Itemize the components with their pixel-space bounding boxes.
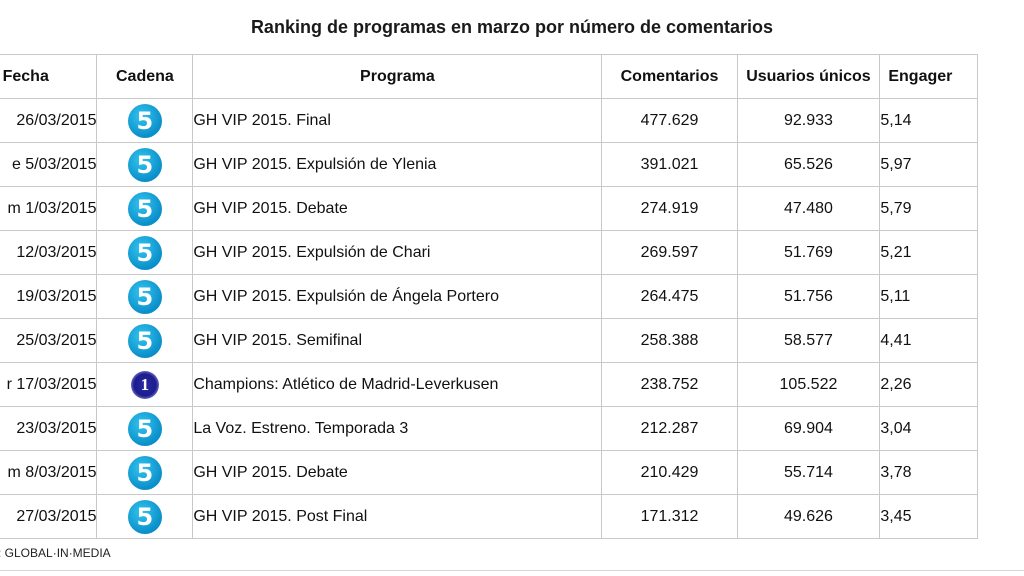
cell-usuarios-unicos: 58.577: [736, 318, 881, 363]
cell-usuarios-unicos: 49.626: [736, 494, 881, 539]
table-row: m 1/03/2015 5 GH VIP 2015. Debate 274.919 47…: [0, 186, 978, 231]
telecinco-logo-icon: 5: [127, 235, 162, 270]
cell-engagement: 3,78: [879, 450, 978, 495]
cell-fecha: 27/03/2015: [0, 494, 98, 539]
telecinco-logo-icon: 5: [127, 279, 162, 314]
cell-programa: GH VIP 2015. Debate: [192, 450, 603, 495]
telecinco-logo-icon: 5: [127, 103, 162, 138]
cell-engagement: 5,21: [879, 230, 978, 275]
cell-comentarios: 210.429: [601, 450, 738, 495]
cell-usuarios-unicos: 105.522: [736, 362, 881, 407]
header-engagement: Engager: [879, 54, 978, 99]
cell-fecha: 23/03/2015: [0, 406, 98, 451]
ranking-table: Fecha Cadena Programa Comentarios Usuari…: [0, 54, 978, 539]
cell-engagement: 2,26: [879, 362, 978, 407]
cell-cadena: 5: [96, 318, 194, 363]
cell-usuarios-unicos: 51.756: [736, 274, 881, 319]
table-header-row: Fecha Cadena Programa Comentarios Usuari…: [0, 54, 978, 99]
cell-usuarios-unicos: 65.526: [736, 142, 881, 187]
cell-engagement: 5,14: [879, 98, 978, 143]
cell-usuarios-unicos: 47.480: [736, 186, 881, 231]
cell-engagement: 4,41: [879, 318, 978, 363]
table-title: Ranking de programas en marzo por número…: [250, 17, 774, 37]
cell-fecha: m 8/03/2015: [0, 450, 98, 495]
cell-comentarios: 258.388: [601, 318, 738, 363]
source-note: : GLOBAL·IN·MEDIA: [0, 546, 111, 560]
cell-fecha: m 1/03/2015: [0, 186, 98, 231]
cell-comentarios: 391.021: [601, 142, 738, 187]
telecinco-logo-icon: 5: [127, 455, 162, 490]
cell-fecha: 19/03/2015: [0, 274, 98, 319]
header-cadena: Cadena: [96, 54, 194, 99]
cell-fecha: 12/03/2015: [0, 230, 98, 275]
la1-logo-icon: 1: [130, 370, 159, 399]
cell-fecha: 25/03/2015: [0, 318, 98, 363]
cell-comentarios: 264.475: [601, 274, 738, 319]
cell-comentarios: 171.312: [601, 494, 738, 539]
cell-engagement: 5,97: [879, 142, 978, 187]
header-comentarios: Comentarios: [601, 54, 738, 99]
cell-usuarios-unicos: 69.904: [736, 406, 881, 451]
cell-cadena: 5: [96, 406, 194, 451]
cell-cadena: 5: [96, 142, 194, 187]
cell-programa: GH VIP 2015. Post Final: [192, 494, 603, 539]
cell-cadena: 5: [96, 274, 194, 319]
table-row: e 5/03/2015 5 GH VIP 2015. Expulsión de Yl…: [0, 142, 978, 187]
header-usuarios-unicos: Usuarios únicos: [736, 54, 881, 99]
table-row: 12/03/2015 5 GH VIP 2015. Expulsión de Cha…: [0, 230, 978, 275]
cell-comentarios: 477.629: [601, 98, 738, 143]
cell-cadena: 1: [96, 362, 194, 407]
cell-programa: GH VIP 2015. Expulsión de Ángela Portero: [192, 274, 603, 319]
cell-engagement: 3,45: [879, 494, 978, 539]
cell-programa: GH VIP 2015. Debate: [192, 186, 603, 231]
cell-programa: Champions: Atlético de Madrid-Leverkusen: [192, 362, 603, 407]
cell-engagement: 3,04: [879, 406, 978, 451]
header-programa: Programa: [192, 54, 603, 99]
cell-fecha: e 5/03/2015: [0, 142, 98, 187]
cell-comentarios: 212.287: [601, 406, 738, 451]
cell-programa: GH VIP 2015. Final: [192, 98, 603, 143]
cell-comentarios: 274.919: [601, 186, 738, 231]
table-row: 19/03/2015 5 GH VIP 2015. Expulsión de Áng…: [0, 274, 978, 319]
telecinco-logo-icon: 5: [127, 147, 162, 182]
telecinco-logo-icon: 5: [127, 191, 162, 226]
telecinco-logo-icon: 5: [127, 411, 162, 446]
cell-usuarios-unicos: 51.769: [736, 230, 881, 275]
cell-cadena: 5: [96, 450, 194, 495]
table-row: m 8/03/2015 5 GH VIP 2015. Debate 210.429 55…: [0, 450, 978, 495]
cell-engagement: 5,11: [879, 274, 978, 319]
bottom-divider: [0, 570, 1024, 571]
cell-programa: GH VIP 2015. Semifinal: [192, 318, 603, 363]
cell-cadena: 5: [96, 494, 194, 539]
table-row: 27/03/2015 5 GH VIP 2015. Post Final 171.31…: [0, 494, 978, 539]
cell-cadena: 5: [96, 186, 194, 231]
cell-comentarios: 238.752: [601, 362, 738, 407]
cell-usuarios-unicos: 92.933: [736, 98, 881, 143]
table-row: 26/03/2015 5 GH VIP 2015. Final 477.629 92.9…: [0, 98, 978, 143]
cell-cadena: 5: [96, 230, 194, 275]
cell-programa: GH VIP 2015. Expulsión de Chari: [192, 230, 603, 275]
cell-fecha: 26/03/2015: [0, 98, 98, 143]
cell-programa: La Voz. Estreno. Temporada 3: [192, 406, 603, 451]
header-fecha: Fecha: [0, 54, 98, 99]
cell-cadena: 5: [96, 98, 194, 143]
table-row: 25/03/2015 5 GH VIP 2015. Semifinal 258.388…: [0, 318, 978, 363]
cell-comentarios: 269.597: [601, 230, 738, 275]
cell-engagement: 5,79: [879, 186, 978, 231]
cell-usuarios-unicos: 55.714: [736, 450, 881, 495]
cell-programa: GH VIP 2015. Expulsión de Ylenia: [192, 142, 603, 187]
table-row: r 17/03/2015 1 Champions: Atlético de Madr…: [0, 362, 978, 407]
cell-fecha: r 17/03/2015: [0, 362, 98, 407]
telecinco-logo-icon: 5: [127, 323, 162, 358]
telecinco-logo-icon: 5: [127, 499, 162, 534]
